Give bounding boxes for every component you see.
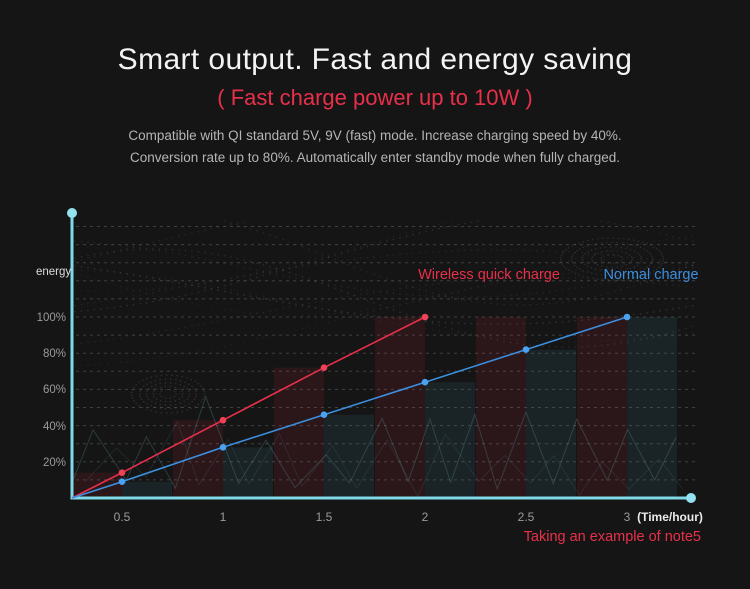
description-line-2: Conversion rate up to 80%. Automatically… bbox=[129, 150, 621, 165]
gridlines bbox=[76, 226, 696, 481]
bar-normal bbox=[526, 349, 576, 498]
bar-wireless bbox=[375, 317, 425, 498]
xtick-1-5: 1.5 bbox=[316, 510, 333, 524]
bar-normal bbox=[223, 447, 273, 498]
chart-series bbox=[71, 313, 631, 499]
data-point bbox=[219, 416, 227, 424]
bar-normal bbox=[627, 317, 677, 498]
ytick-60: 60% bbox=[43, 384, 66, 396]
data-point bbox=[320, 411, 328, 418]
bar-wireless bbox=[476, 317, 526, 498]
ytick-20: 20% bbox=[43, 457, 66, 469]
bar-wireless bbox=[577, 317, 627, 498]
data-point bbox=[421, 378, 429, 386]
bar-normal bbox=[324, 414, 374, 498]
data-point bbox=[320, 364, 328, 371]
chart-canvas: energy 20% 40% 60% 80% 100% 0.5 1 1.5 2 … bbox=[36, 208, 703, 545]
ytick-100: 100% bbox=[37, 312, 66, 324]
page-title: Smart output. Fast and energy saving bbox=[117, 43, 633, 76]
x-axis-end-dot bbox=[686, 493, 696, 503]
xtick-1: 1 bbox=[220, 510, 227, 524]
data-point bbox=[219, 444, 227, 451]
decorative-particle-waves bbox=[71, 220, 694, 498]
bar-normal bbox=[425, 382, 475, 498]
header: Smart output. Fast and energy saving ( F… bbox=[0, 0, 750, 169]
data-point bbox=[118, 469, 126, 477]
bar-normal bbox=[122, 481, 172, 498]
x-axis-unit-label: (Time/hour) bbox=[637, 510, 703, 524]
ytick-80: 80% bbox=[43, 348, 66, 360]
data-point bbox=[421, 313, 429, 321]
energy-chart: energy 20% 40% 60% 80% 100% 0.5 1 1.5 2 … bbox=[0, 189, 750, 589]
background-bars bbox=[72, 317, 677, 498]
legend-normal-charge: Normal charge bbox=[603, 267, 698, 283]
legend-wireless-quick-charge: Wireless quick charge bbox=[418, 267, 560, 283]
description-line-1: Compatible with QI standard 5V, 9V (fast… bbox=[128, 128, 622, 143]
xtick-3: 3 bbox=[624, 510, 631, 524]
xtick-0-5: 0.5 bbox=[114, 510, 131, 524]
data-point bbox=[623, 313, 631, 321]
chart-footnote: Taking an example of note5 bbox=[524, 529, 701, 545]
xtick-2-5: 2.5 bbox=[518, 510, 535, 524]
y-axis-end-dot bbox=[67, 208, 77, 218]
page-subtitle: ( Fast charge power up to 10W ) bbox=[217, 85, 533, 110]
ytick-40: 40% bbox=[43, 421, 66, 433]
data-point bbox=[118, 478, 126, 486]
xtick-2: 2 bbox=[422, 510, 429, 524]
data-point bbox=[522, 346, 530, 353]
y-axis-label: energy bbox=[36, 266, 71, 278]
